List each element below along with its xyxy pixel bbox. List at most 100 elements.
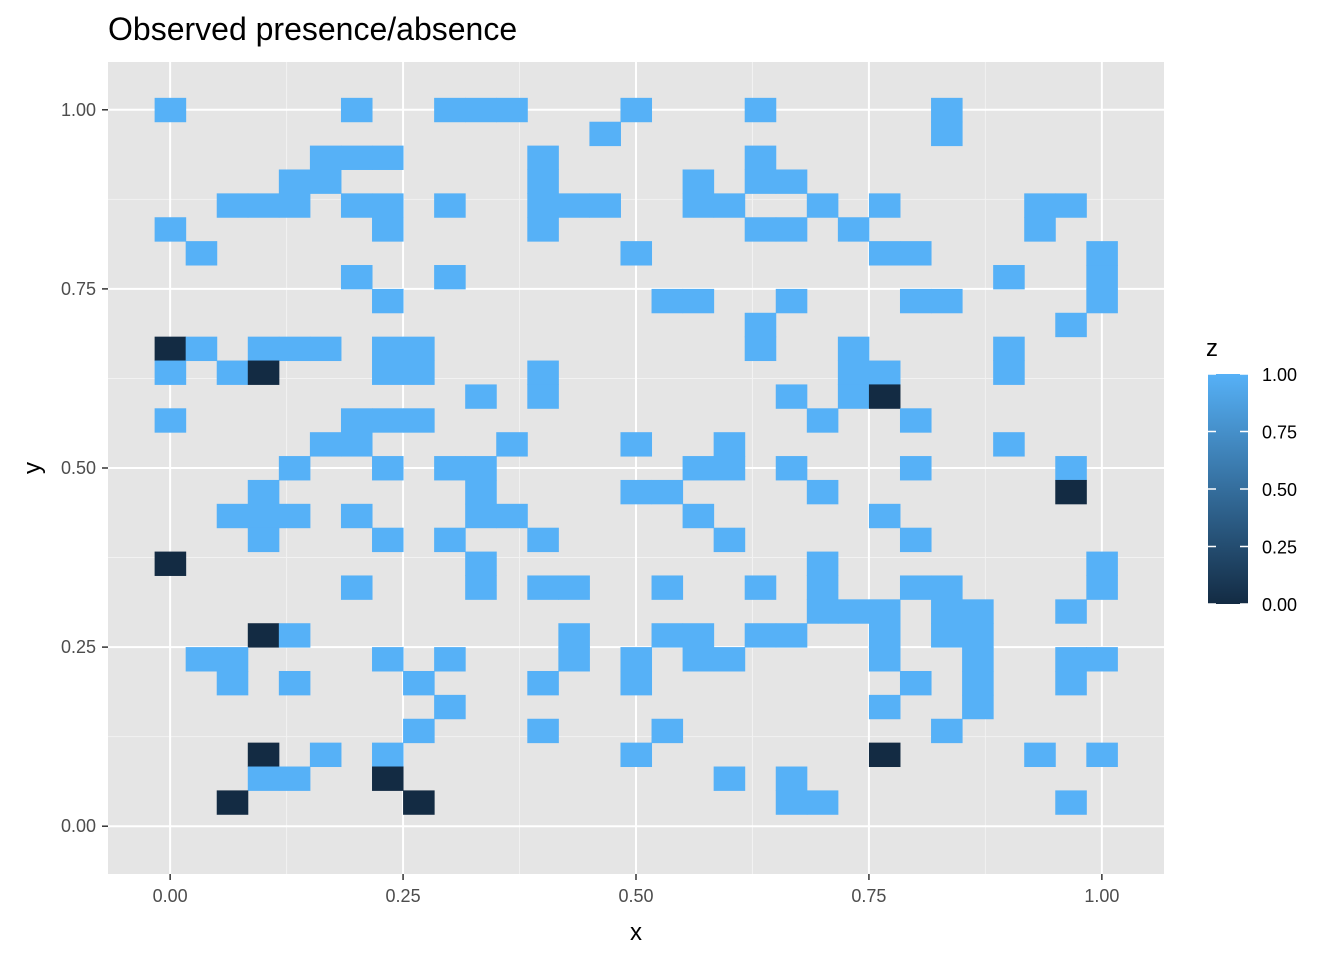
y-tick-label: 0.25	[61, 637, 96, 657]
heatmap-cell	[247, 193, 280, 218]
heatmap-cell	[434, 647, 466, 672]
heatmap-cell	[713, 432, 746, 457]
heatmap-cell	[775, 217, 808, 242]
heatmap-cell	[651, 288, 684, 314]
heatmap-cell	[1055, 790, 1087, 815]
heatmap-cell	[496, 97, 528, 123]
heatmap-cell	[527, 575, 559, 600]
y-tick-label: 0.00	[61, 816, 96, 836]
heatmap-cell	[278, 169, 311, 194]
heatmap-cell	[372, 145, 404, 170]
heatmap-cell	[620, 432, 653, 457]
heatmap-cell	[806, 479, 839, 505]
heatmap-cell	[216, 360, 249, 385]
heatmap-cell	[465, 479, 497, 505]
heatmap-cell	[527, 217, 559, 242]
heatmap-cell	[465, 551, 497, 576]
heatmap-cell	[154, 408, 187, 433]
heatmap-cell	[340, 503, 373, 529]
heatmap-cell	[403, 718, 435, 744]
y-tick-label: 0.75	[61, 279, 96, 299]
heatmap-cell	[682, 288, 715, 314]
heatmap-cell	[1086, 265, 1118, 290]
heatmap-cell	[340, 145, 373, 170]
heatmap-cell	[993, 336, 1025, 362]
heatmap-cell	[837, 360, 870, 385]
heatmap-cell	[278, 766, 311, 791]
heatmap-cell	[744, 169, 777, 194]
heatmap-cell	[372, 456, 404, 481]
heatmap-cell	[154, 97, 187, 123]
heatmap-cell	[962, 694, 994, 720]
heatmap-cell	[185, 336, 218, 362]
heatmap-cell	[527, 670, 559, 696]
heatmap-cell	[372, 742, 404, 768]
x-tick-label: 0.50	[618, 886, 653, 906]
heatmap-cell	[372, 360, 404, 385]
heatmap-cell	[372, 766, 404, 791]
heatmap-cell	[1055, 670, 1087, 696]
heatmap-cell	[434, 265, 466, 290]
heatmap-cell	[558, 647, 590, 672]
heatmap-cell	[434, 193, 466, 218]
heatmap-cell	[651, 718, 684, 744]
heatmap-cell	[465, 503, 497, 529]
heatmap-cell	[434, 97, 466, 123]
heatmap-cell	[1086, 647, 1118, 672]
heatmap-cell	[1024, 217, 1056, 242]
heatmap-cell	[340, 265, 373, 290]
heatmap-cell	[620, 742, 653, 768]
heatmap-cell	[620, 479, 653, 505]
heatmap-cell	[403, 790, 435, 815]
heatmap-cell	[154, 336, 187, 362]
heatmap-cell	[713, 527, 746, 553]
heatmap-cell	[1055, 479, 1087, 505]
heatmap-cell	[154, 551, 187, 576]
heatmap-cell	[1055, 599, 1087, 624]
heatmap-cell	[372, 288, 404, 314]
heatmap-cell	[247, 766, 280, 791]
legend-label: 0.25	[1262, 538, 1297, 558]
heatmap-cell	[216, 670, 249, 696]
heatmap-cell	[527, 145, 559, 170]
heatmap-cell	[931, 288, 963, 314]
heatmap-cell	[278, 336, 311, 362]
heatmap-cell	[247, 623, 280, 648]
heatmap-cell	[744, 145, 777, 170]
heatmap-cell	[744, 336, 777, 362]
heatmap-cell	[558, 193, 590, 218]
heatmap-cell	[527, 527, 559, 553]
heatmap-cell	[372, 217, 404, 242]
heatmap-cell	[899, 288, 932, 314]
heatmap-cell	[775, 288, 808, 314]
heatmap-cell	[837, 384, 870, 409]
heatmap-cell	[185, 241, 218, 266]
x-tick-label: 0.75	[851, 886, 886, 906]
heatmap-cell	[651, 575, 684, 600]
heatmap-cell	[340, 408, 373, 433]
heatmap-cell	[931, 623, 963, 648]
heatmap-cell	[309, 742, 342, 768]
x-axis-title: x	[630, 919, 642, 946]
heatmap-cell	[962, 623, 994, 648]
heatmap-cell	[931, 97, 963, 123]
heatmap-cell	[931, 599, 963, 624]
heatmap-cell	[558, 623, 590, 648]
heatmap-cell	[278, 193, 311, 218]
legend-ticks: 0.00 0.25 0.50 0.75 1.00	[1208, 365, 1297, 615]
chart-title: Observed presence/absence	[108, 11, 517, 47]
heatmap-cell	[899, 670, 932, 696]
heatmap-cell	[465, 97, 497, 123]
heatmap-cell	[806, 551, 839, 576]
legend-label: 0.00	[1262, 595, 1297, 615]
heatmap-cell	[775, 384, 808, 409]
heatmap-cell	[682, 503, 715, 529]
heatmap-cell	[247, 479, 280, 505]
heatmap-cell	[403, 670, 435, 696]
heatmap-cell	[620, 670, 653, 696]
heatmap-cell	[868, 193, 901, 218]
x-axis: 0.00 0.25 0.50 0.75 1.00	[153, 874, 1119, 906]
heatmap-cell	[806, 790, 839, 815]
heatmap-cell	[216, 193, 249, 218]
heatmap-cell	[1086, 742, 1118, 768]
